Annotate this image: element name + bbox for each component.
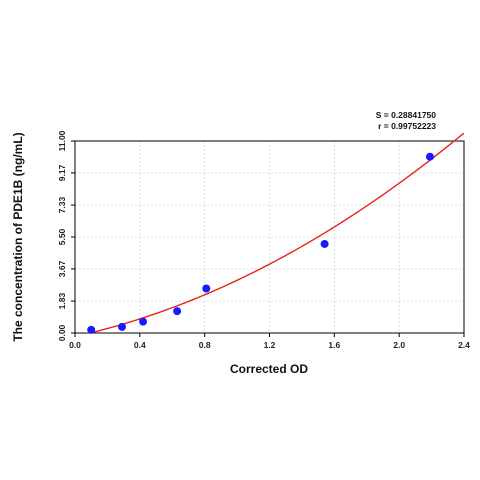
data-point [320, 239, 329, 248]
y-tick-label: 0.00 [57, 324, 67, 341]
data-point [173, 307, 182, 316]
stat-r: r = 0.99752223 [378, 121, 436, 131]
y-tick-label: 1.83 [57, 293, 67, 310]
fit-curve [87, 133, 464, 333]
data-point [425, 152, 434, 161]
fit-curve-group [87, 133, 464, 333]
x-tick-label: 0.0 [69, 340, 81, 350]
data-point [87, 325, 96, 334]
x-tick-label: 1.2 [264, 340, 276, 350]
x-tick-label: 0.8 [199, 340, 211, 350]
data-point [139, 317, 148, 326]
x-axis-title: Corrected OD [230, 362, 308, 376]
data-point [118, 322, 127, 331]
y-tick-label: 11.00 [57, 130, 67, 151]
data-point [202, 284, 211, 293]
y-tick-label: 3.67 [57, 260, 67, 277]
stat-s: S = 0.28841750 [376, 110, 437, 120]
axis-ticks: 0.0 0.4 0.8 1.2 1.6 2.0 2.4 0.00 1.83 3.67 5.50 7.3… [57, 130, 470, 350]
x-tick-label: 1.6 [328, 340, 340, 350]
x-tick-label: 2.4 [458, 340, 470, 350]
y-tick-label: 5.50 [57, 228, 67, 245]
y-tick-label: 9.17 [57, 164, 67, 181]
data-points [87, 152, 434, 334]
x-tick-label: 0.4 [134, 340, 146, 350]
grid-lines [75, 141, 464, 333]
y-axis-title: The concentration of PDE1B (ng/mL) [11, 132, 25, 341]
x-tick-label: 2.0 [393, 340, 405, 350]
y-tick-label: 7.33 [57, 197, 67, 214]
